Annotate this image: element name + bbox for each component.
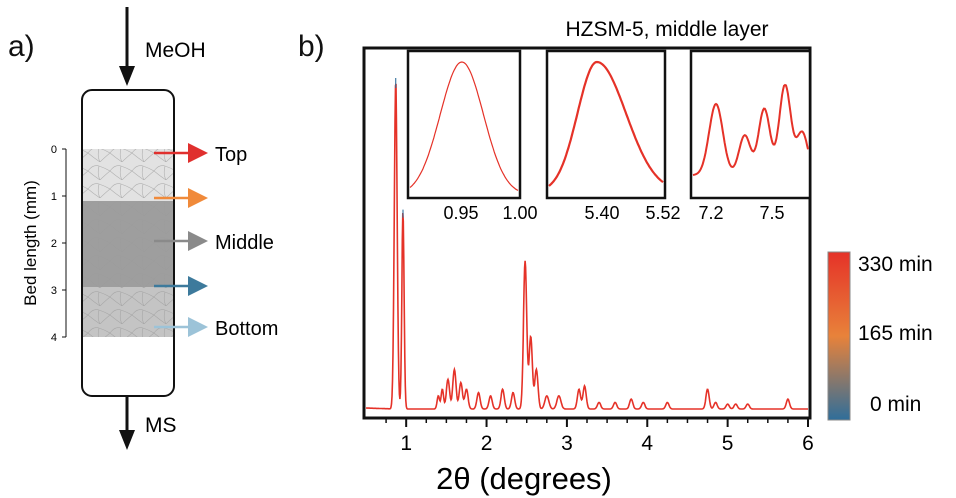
inset-1-tick-1: 1.00 [502, 203, 537, 223]
tick-2: 2 [51, 238, 57, 250]
inlet-label: MeOH [145, 39, 206, 62]
bed-length-ticks: 0 1 2 3 4 [51, 144, 66, 344]
panel-b-letter: b) [298, 30, 325, 63]
outlet-arrow-head [119, 430, 135, 450]
zone-label-bottom: Bottom [215, 318, 278, 340]
diffraction-pattern [366, 78, 808, 410]
colorbar-gradient [827, 251, 851, 421]
colorbar: 330 min 165 min 0 min [827, 251, 933, 421]
colorbar-label-min: 0 min [870, 393, 921, 416]
inlet-arrow-head [119, 66, 135, 86]
zone-label-middle: Middle [215, 232, 274, 254]
inset-3-tick-0: 7.2 [698, 203, 723, 223]
tick-4: 4 [51, 332, 57, 344]
tick-1: 1 [51, 191, 57, 203]
x-tick-label-6: 6 [802, 432, 814, 455]
panel-a-letter: a) [8, 30, 35, 63]
x-axis-ticks: 1 2 3 4 5 6 [385, 418, 814, 455]
inset-1-tick-0: 0.95 [443, 203, 478, 223]
colorbar-label-max: 330 min [858, 253, 933, 276]
panel-a-reactor: MeOH MS 0 1 2 3 4 Bed length (mm) [21, 7, 278, 450]
x-tick-label-5: 5 [722, 432, 734, 455]
inset-1: 0.95 1.00 [406, 49, 538, 223]
x-axis-label: 2θ (degrees) [436, 461, 612, 496]
x-tick-label-1: 1 [400, 432, 412, 455]
x-tick-label-3: 3 [561, 432, 573, 455]
zone-arrows: Top Middle Bottom [154, 143, 278, 340]
zone-label-top: Top [215, 144, 247, 166]
chart-title: HZSM-5, middle layer [565, 18, 768, 41]
inset-1-curve [409, 61, 519, 192]
x-tick-label-4: 4 [641, 432, 653, 455]
inset-2-tick-1: 5.52 [645, 203, 680, 223]
tick-3: 3 [51, 285, 57, 297]
colorbar-label-mid: 165 min [858, 322, 933, 345]
series-line-0min [395, 78, 404, 218]
bed-length-axis-label: Bed length (mm) [21, 180, 40, 306]
inset-3-curve [692, 83, 809, 176]
x-tick-label-2: 2 [481, 432, 493, 455]
inset-2-curve [548, 60, 664, 187]
inset-3-tick-1: 7.5 [759, 203, 784, 223]
tick-0: 0 [51, 144, 57, 156]
outlet-label: MS [145, 414, 177, 437]
inset-3: 7.2 7.5 [689, 49, 812, 223]
inset-2-tick-0: 5.40 [584, 203, 619, 223]
series-line [366, 83, 808, 410]
inset-2: 5.40 5.52 [545, 49, 681, 223]
